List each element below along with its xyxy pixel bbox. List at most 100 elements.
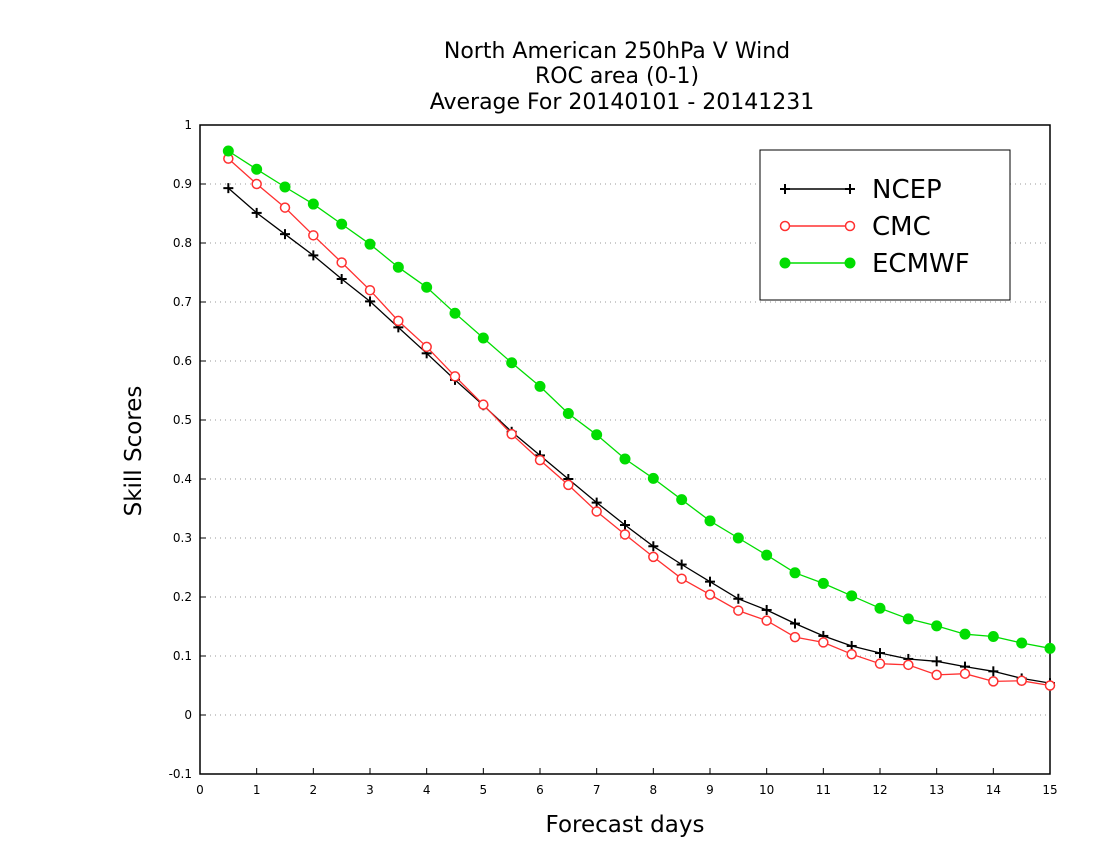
legend-item-ecmwf: ECMWF	[779, 249, 970, 279]
y-tick-label: 0.5	[173, 413, 192, 427]
chart-title-line-3: Average For 20140101 - 20141231	[430, 90, 815, 115]
x-tick-label: 13	[929, 783, 944, 797]
data-point-cmc	[846, 648, 857, 660]
series-ecmwf	[222, 145, 1056, 654]
legend-label: NCEP	[872, 175, 942, 205]
y-tick-label: 0.8	[173, 236, 192, 250]
x-tick-label: 12	[872, 783, 887, 797]
data-point-ecmwf	[704, 515, 716, 527]
data-point-ecmwf	[449, 307, 461, 319]
data-point-cmc	[1016, 675, 1027, 687]
data-point-cmc	[336, 257, 347, 268]
y-axis-label: Skill Scores	[121, 386, 147, 517]
data-point-cmc	[959, 668, 971, 679]
y-tick-label: 0.9	[173, 177, 192, 191]
data-point-cmc	[1044, 680, 1056, 691]
chart-title-line-1: North American 250hPa V Wind	[444, 39, 790, 64]
legend-marker	[780, 184, 790, 194]
x-axis-label: Forecast days	[546, 812, 705, 838]
data-point-ecmwf	[619, 453, 631, 465]
legend-marker	[779, 220, 791, 232]
data-point-cmc	[364, 284, 376, 296]
y-tick-label: 0.3	[173, 531, 192, 545]
chart-title-line-2: ROC area (0-1)	[535, 64, 699, 89]
data-point-cmc	[308, 230, 319, 241]
x-tick-label: 15	[1042, 783, 1057, 797]
legend-item-cmc: CMC	[779, 212, 931, 242]
legend-marker	[845, 184, 855, 194]
y-tick-label: 0.7	[173, 295, 192, 309]
x-tick-label: 3	[366, 783, 374, 797]
y-tick-label: 0.6	[173, 354, 192, 368]
data-point-cmc	[988, 676, 999, 687]
data-point-ecmwf	[336, 218, 348, 230]
data-point-ncep	[251, 207, 262, 218]
data-point-cmc	[733, 605, 744, 616]
data-point-ecmwf	[392, 261, 404, 273]
data-point-cmc	[534, 454, 546, 466]
legend-marker	[844, 257, 856, 269]
x-tick-label: 9	[706, 783, 714, 797]
data-point-ecmwf	[959, 628, 971, 640]
data-point-ecmwf	[931, 620, 943, 632]
x-tick-label: 4	[423, 783, 431, 797]
data-point-ecmwf	[1044, 642, 1056, 654]
data-point-ecmwf	[676, 494, 688, 506]
data-point-cmc	[506, 428, 517, 440]
data-point-cmc	[393, 315, 404, 327]
plot-area-frame	[199, 124, 1051, 775]
y-tick-label: 0	[184, 708, 192, 722]
series-cmc	[223, 153, 1056, 691]
data-point-ecmwf	[279, 181, 291, 193]
y-tick-label: 0.4	[173, 472, 192, 486]
data-point-cmc	[789, 631, 801, 643]
data-point-ncep	[336, 273, 347, 284]
data-point-ecmwf	[789, 567, 801, 579]
data-point-ncep	[988, 666, 999, 677]
data-point-ecmwf	[307, 198, 319, 210]
data-point-ecmwf	[846, 590, 858, 602]
data-point-cmc	[648, 551, 659, 563]
data-point-ecmwf	[364, 238, 376, 250]
y-tick-label: -0.1	[169, 767, 192, 781]
legend-marker	[779, 257, 791, 269]
data-point-ecmwf	[987, 631, 999, 643]
x-tick-label: 10	[759, 783, 774, 797]
data-point-cmc	[478, 399, 489, 410]
legend-box	[759, 149, 1011, 301]
data-point-cmc	[874, 658, 886, 669]
data-point-ecmwf	[477, 332, 489, 344]
x-tick-label: 1	[253, 783, 261, 797]
y-tick-label: 0.1	[173, 649, 192, 663]
data-point-cmc	[591, 506, 602, 517]
x-tick-label: 2	[310, 783, 318, 797]
data-point-ecmwf	[591, 429, 603, 441]
x-tick-label: 14	[986, 783, 1001, 797]
legend-marker	[844, 220, 856, 232]
data-point-cmc	[421, 341, 432, 353]
data-point-ecmwf	[732, 532, 744, 544]
data-point-ecmwf	[1016, 637, 1028, 649]
legend-label: CMC	[872, 212, 931, 242]
legend-item-ncep: NCEP	[780, 175, 942, 205]
data-point-ncep	[591, 497, 602, 508]
x-tick-label: 0	[196, 783, 204, 797]
data-point-cmc	[903, 659, 914, 671]
data-point-cmc	[818, 637, 829, 648]
data-point-ecmwf	[874, 602, 886, 614]
data-point-cmc	[931, 669, 942, 681]
data-point-ncep	[761, 604, 772, 615]
data-point-cmc	[449, 371, 461, 382]
legend: NCEP CMC ECMWF	[759, 149, 1011, 301]
x-tick-label: 6	[536, 783, 544, 797]
x-tick-label: 8	[650, 783, 658, 797]
data-point-cmc	[761, 615, 772, 626]
x-tick-label: 7	[593, 783, 601, 797]
data-point-ncep	[223, 183, 234, 194]
x-tick-label: 5	[480, 783, 488, 797]
data-point-ncep	[733, 593, 744, 604]
x-tick-label: 11	[816, 783, 831, 797]
data-point-ecmwf	[534, 380, 546, 392]
data-point-ecmwf	[421, 281, 433, 293]
